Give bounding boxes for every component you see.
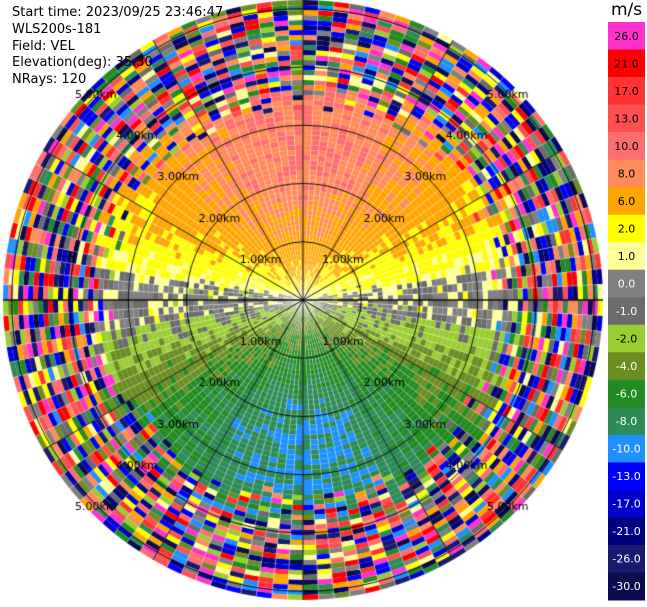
- colorbar-bin: [608, 22, 645, 51]
- colorbar-bin: [608, 352, 645, 381]
- colorbar-bin: [608, 49, 645, 78]
- colorbar-tick-label: -26.0: [612, 553, 640, 566]
- colorbar-tick-label: -1.0: [616, 305, 637, 318]
- colorbar-bin: [608, 379, 645, 408]
- colorbar-bin: [608, 269, 645, 298]
- colorbar-tick-label: 0.0: [618, 277, 636, 290]
- colorbar-bin: [608, 132, 645, 161]
- colorbar-bin: [608, 544, 645, 573]
- colorbar-tick-label: -17.0: [612, 498, 640, 511]
- colorbar-tick-label: -21.0: [612, 525, 640, 538]
- colorbar-bin: [608, 104, 645, 133]
- colorbar-tick-label: 13.0: [614, 112, 639, 125]
- colorbar-tick-label: 1.0: [618, 250, 636, 263]
- colorbar-bin: [608, 324, 645, 353]
- colorbar-tick-label: -6.0: [616, 388, 637, 401]
- colorbar-tick-label: -4.0: [616, 360, 637, 373]
- instrument-label: WLS200s-181: [12, 22, 102, 37]
- colorbar-bin: [608, 214, 645, 243]
- colorbar-tick-label: 21.0: [614, 57, 639, 70]
- colorbar-bin: [608, 572, 645, 601]
- colorbar-bin: [608, 159, 645, 188]
- colorbar-tick-label: -8.0: [616, 415, 637, 428]
- colorbar-tick-label: -30.0: [612, 580, 640, 593]
- colorbar-bin: [608, 434, 645, 463]
- colorbar-tick-label: 2.0: [618, 222, 636, 235]
- start-time-label: Start time: 2023/09/25 23:46:47: [12, 5, 224, 20]
- colorbar-bin: [608, 297, 645, 326]
- nrays-label: NRays: 120: [12, 72, 87, 87]
- colorbar-tick-label: -13.0: [612, 470, 640, 483]
- colorbar-bin: [608, 407, 645, 436]
- colorbar-bin: [608, 242, 645, 271]
- colorbar-bin: [608, 517, 645, 546]
- colorbar-bin: [608, 77, 645, 106]
- colorbar-tick-label: 26.0: [614, 30, 639, 43]
- colorbar-bin: [608, 187, 645, 216]
- elevation-label: Elevation(deg): 35.30: [12, 55, 153, 70]
- colorbar-bin: [608, 489, 645, 518]
- colorbar-tick-label: -2.0: [616, 333, 637, 346]
- colorbar-unit-label: m/s: [611, 0, 643, 20]
- colorbar-bin: [608, 462, 645, 491]
- colorbar-tick-label: 6.0: [618, 195, 636, 208]
- field-label: Field: VEL: [12, 39, 75, 54]
- colorbar-tick-label: -10.0: [612, 443, 640, 456]
- colorbar-tick-label: 10.0: [614, 140, 639, 153]
- colorbar-tick-label: 8.0: [618, 167, 636, 180]
- colorbar-tick-label: 17.0: [614, 85, 639, 98]
